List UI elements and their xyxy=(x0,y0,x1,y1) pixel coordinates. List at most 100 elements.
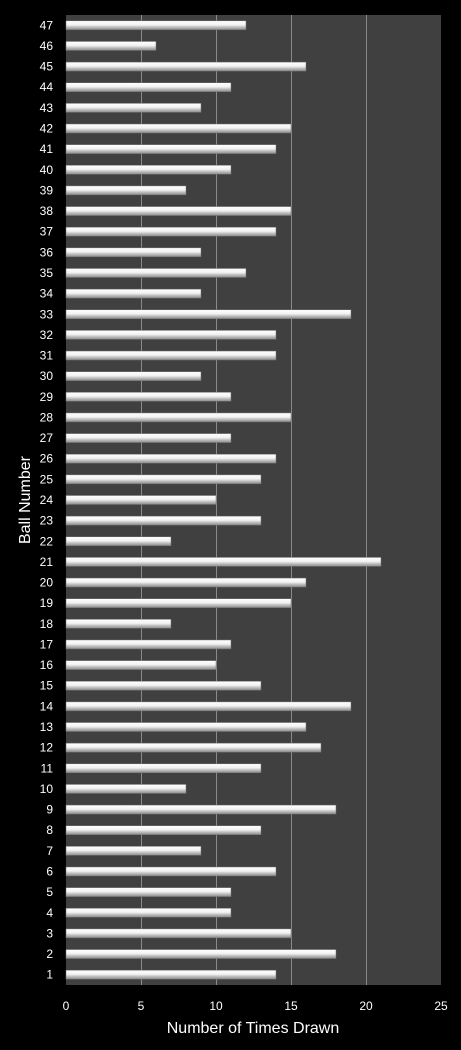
bar-ball-3 xyxy=(65,928,292,939)
y-tick-label: 36 xyxy=(40,245,54,259)
y-tick-label: 33 xyxy=(40,307,54,321)
bar-ball-24 xyxy=(65,495,217,505)
bar-ball-30 xyxy=(65,371,202,381)
bar-ball-10 xyxy=(65,784,187,794)
bars xyxy=(65,20,382,980)
y-tick-label: 22 xyxy=(40,534,54,548)
bar-ball-12 xyxy=(65,742,322,753)
y-tick-label: 11 xyxy=(41,761,54,775)
y-tick-label: 15 xyxy=(40,679,54,693)
y-tick-label: 42 xyxy=(40,122,54,136)
y-tick-label: 31 xyxy=(40,349,54,363)
x-tick-labels: 0 5 10 15 20 25 xyxy=(63,999,448,1013)
x-tick-label: 15 xyxy=(284,999,298,1013)
bar-ball-15 xyxy=(65,680,262,691)
bar-ball-43 xyxy=(65,103,202,113)
y-tick-label: 29 xyxy=(40,390,54,404)
bar-ball-32 xyxy=(65,330,277,340)
bar-ball-38 xyxy=(65,206,292,216)
y-axis-title: Ball Number xyxy=(17,455,34,544)
y-tick-labels: 1234567891011121314151617181920212223242… xyxy=(40,18,54,981)
y-tick-label: 40 xyxy=(40,163,54,177)
bar-ball-7 xyxy=(65,846,202,856)
y-tick-label: 21 xyxy=(40,555,54,569)
y-tick-label: 2 xyxy=(46,947,53,961)
y-tick-label: 18 xyxy=(40,617,54,631)
bar-ball-16 xyxy=(65,660,217,670)
y-tick-label: 45 xyxy=(40,60,54,74)
y-tick-label: 32 xyxy=(40,328,54,342)
x-tick-label: 25 xyxy=(434,999,448,1013)
bar-ball-46 xyxy=(65,41,157,51)
y-tick-label: 24 xyxy=(40,493,54,507)
y-tick-label: 35 xyxy=(40,266,54,280)
y-tick-label: 37 xyxy=(40,225,54,239)
y-tick-label: 9 xyxy=(46,803,53,817)
y-tick-label: 17 xyxy=(40,637,54,651)
bar-ball-13 xyxy=(65,722,307,732)
x-tick-label: 20 xyxy=(359,999,373,1013)
y-tick-label: 34 xyxy=(40,287,54,301)
y-tick-label: 30 xyxy=(40,369,54,383)
bar-ball-44 xyxy=(65,82,232,92)
bar-ball-20 xyxy=(65,577,307,588)
bar-ball-14 xyxy=(65,701,352,712)
y-tick-label: 10 xyxy=(40,782,54,796)
y-tick-label: 19 xyxy=(40,596,54,610)
bar-ball-41 xyxy=(65,144,277,154)
y-tick-label: 47 xyxy=(40,18,54,32)
gridlines xyxy=(141,15,367,985)
bar-ball-45 xyxy=(65,61,307,72)
y-tick-label: 38 xyxy=(40,204,54,218)
y-tick-label: 3 xyxy=(46,926,53,940)
bar-ball-28 xyxy=(65,412,292,423)
y-tick-label: 16 xyxy=(40,658,54,672)
bar-ball-5 xyxy=(65,887,232,897)
y-tick-label: 1 xyxy=(46,968,53,982)
x-tick-label: 10 xyxy=(209,999,223,1013)
bar-ball-36 xyxy=(65,247,202,258)
bar-ball-35 xyxy=(65,268,247,278)
y-tick-label: 12 xyxy=(40,741,54,755)
bar-ball-2 xyxy=(65,949,337,959)
y-tick-label: 14 xyxy=(40,699,54,713)
bar-ball-22 xyxy=(65,536,172,547)
bar-ball-1 xyxy=(65,969,277,980)
bar-ball-26 xyxy=(65,453,277,464)
y-tick-label: 26 xyxy=(40,452,54,466)
bar-ball-18 xyxy=(65,619,172,629)
bar-ball-21 xyxy=(65,557,382,567)
bar-ball-6 xyxy=(65,866,277,877)
y-tick-label: 39 xyxy=(40,183,54,197)
bar-ball-27 xyxy=(65,433,232,443)
bar-ball-8 xyxy=(65,825,262,835)
bar-ball-33 xyxy=(65,309,352,320)
bar-ball-31 xyxy=(65,350,277,361)
y-tick-label: 28 xyxy=(40,410,54,424)
y-tick-label: 5 xyxy=(46,885,53,899)
y-tick-label: 43 xyxy=(40,101,54,115)
y-tick-label: 20 xyxy=(40,576,54,590)
y-tick-label: 46 xyxy=(40,39,54,53)
x-axis-title: Number of Times Drawn xyxy=(167,1020,340,1037)
y-tick-label: 25 xyxy=(40,472,54,486)
bar-ball-9 xyxy=(65,804,337,815)
x-tick-label: 5 xyxy=(138,999,145,1013)
bar-ball-4 xyxy=(65,908,232,918)
y-tick-label: 23 xyxy=(40,514,54,528)
bar-ball-37 xyxy=(65,226,277,237)
bar-ball-42 xyxy=(65,123,292,134)
y-tick-label: 4 xyxy=(46,906,53,920)
y-tick-label: 41 xyxy=(40,142,54,156)
bar-ball-17 xyxy=(65,639,232,650)
y-tick-label: 6 xyxy=(46,864,53,878)
bar-ball-23 xyxy=(65,515,262,526)
y-tick-label: 44 xyxy=(40,80,54,94)
bar-ball-19 xyxy=(65,598,292,608)
x-tick-label: 0 xyxy=(63,999,70,1013)
bar-ball-29 xyxy=(65,392,232,402)
y-tick-label: 7 xyxy=(46,844,53,858)
bar-ball-47 xyxy=(65,20,247,31)
y-tick-label: 8 xyxy=(46,823,53,837)
